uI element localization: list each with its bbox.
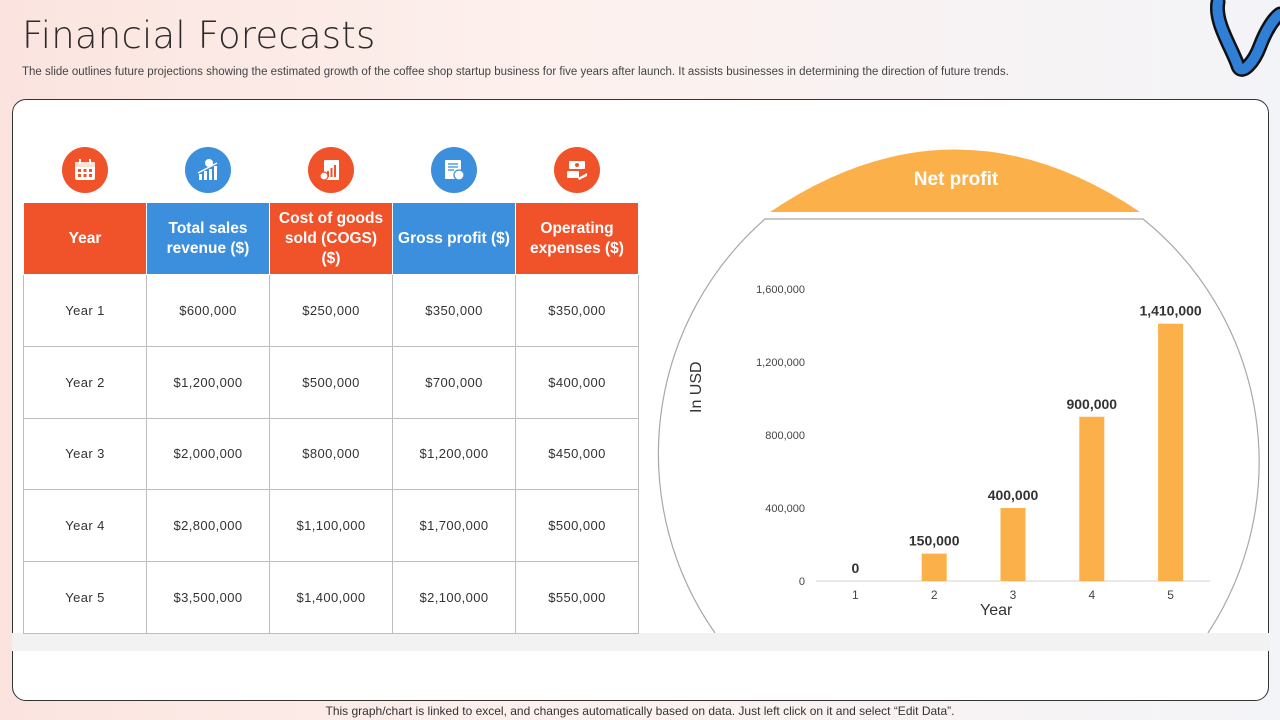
table-cell-year: Year 4 bbox=[23, 489, 147, 563]
y-tick-label: 1,200,000 bbox=[756, 357, 805, 369]
table-cell-cogs: $1,400,000 bbox=[269, 561, 393, 634]
x-tick-label: 5 bbox=[1167, 588, 1174, 602]
table-cell-gross-profit: $1,700,000 bbox=[392, 489, 516, 563]
table-cell-year: Year 3 bbox=[23, 417, 147, 491]
column-header-total-sales: Total sales revenue ($) bbox=[146, 202, 270, 275]
table-cell-sales: $1,200,000 bbox=[146, 345, 270, 419]
bar-year-3 bbox=[1000, 508, 1026, 581]
table-cell-gross-profit: $350,000 bbox=[392, 274, 516, 347]
y-tick-label: 1,600,000 bbox=[756, 284, 805, 296]
table-cell-cogs: $250,000 bbox=[269, 274, 393, 347]
bar-data-label: 400,000 bbox=[988, 487, 1039, 503]
x-tick-label: 3 bbox=[1010, 588, 1017, 602]
table-cell-sales: $600,000 bbox=[146, 274, 270, 347]
bar-data-label: 0 bbox=[852, 560, 860, 576]
table-cell-operating-expenses: $500,000 bbox=[515, 489, 639, 563]
table-cell-gross-profit: $2,100,000 bbox=[392, 561, 516, 634]
table-cell-year: Year 5 bbox=[23, 561, 147, 634]
table-cell-operating-expenses: $550,000 bbox=[515, 561, 639, 634]
table-row: Year 2 $1,200,000 $500,000 $700,000 $400… bbox=[23, 345, 639, 419]
column-header-year: Year bbox=[23, 202, 147, 275]
table-cell-operating-expenses: $400,000 bbox=[515, 345, 639, 419]
net-profit-header-arc bbox=[770, 149, 1140, 212]
column-header-cogs: Cost of goods sold (COGS) ($) bbox=[269, 202, 393, 275]
x-tick-label: 1 bbox=[852, 588, 859, 602]
expense-cash-icon bbox=[554, 147, 600, 193]
table-cell-year: Year 1 bbox=[23, 274, 147, 347]
table-row: Year 3 $2,000,000 $800,000 $1,200,000 $4… bbox=[23, 417, 639, 491]
table-header-row: Year Total sales revenue ($) Cost of goo… bbox=[23, 202, 639, 275]
footer-note: This graph/chart is linked to excel, and… bbox=[325, 704, 955, 718]
x-tick-label: 2 bbox=[931, 588, 938, 602]
bar-year-2 bbox=[921, 553, 947, 581]
bar-year-4 bbox=[1079, 416, 1105, 581]
page-subtitle: The slide outlines future projections sh… bbox=[22, 66, 1009, 78]
column-header-gross-profit: Gross profit ($) bbox=[392, 202, 516, 275]
calendar-icon bbox=[62, 147, 108, 193]
chart-circle-outline bbox=[657, 218, 1260, 633]
x-tick-label: 4 bbox=[1088, 588, 1095, 602]
x-axis-label: Year bbox=[980, 602, 1013, 619]
y-tick-label: 0 bbox=[799, 576, 805, 588]
financial-forecast-table: Year Total sales revenue ($) Cost of goo… bbox=[23, 202, 639, 634]
table-cell-cogs: $500,000 bbox=[269, 345, 393, 419]
table-cell-gross-profit: $1,200,000 bbox=[392, 417, 516, 491]
card-bottom-band bbox=[12, 633, 1269, 651]
table-cell-sales: $2,000,000 bbox=[146, 417, 270, 491]
table-cell-gross-profit: $700,000 bbox=[392, 345, 516, 419]
table-cell-cogs: $1,100,000 bbox=[269, 489, 393, 563]
cost-report-icon bbox=[308, 147, 354, 193]
chart-title: Net profit bbox=[913, 169, 999, 190]
y-tick-label: 400,000 bbox=[765, 503, 805, 515]
brand-swoosh-logo bbox=[1210, 0, 1280, 77]
bar-data-label: 900,000 bbox=[1066, 396, 1117, 412]
table-cell-sales: $2,800,000 bbox=[146, 489, 270, 563]
growth-chart-icon bbox=[185, 147, 231, 193]
table-cell-operating-expenses: $350,000 bbox=[515, 274, 639, 347]
bar-year-5 bbox=[1158, 323, 1184, 581]
table-row: Year 1 $600,000 $250,000 $350,000 $350,0… bbox=[23, 274, 639, 347]
table-row: Year 4 $2,800,000 $1,100,000 $1,700,000 … bbox=[23, 489, 639, 563]
table-cell-operating-expenses: $450,000 bbox=[515, 417, 639, 491]
table-row: Year 5 $3,500,000 $1,400,000 $2,100,000 … bbox=[23, 561, 639, 634]
page-title: Financial Forecasts bbox=[22, 14, 376, 57]
column-icons-row bbox=[23, 147, 639, 195]
net-profit-chart: 0 400,000 800,000 1,200,000 1,600,000 0 150,0… bbox=[650, 145, 1262, 633]
y-tick-label: 800,000 bbox=[765, 430, 805, 442]
y-axis-label: In USD bbox=[688, 361, 705, 413]
table-cell-year: Year 2 bbox=[23, 345, 147, 419]
profit-document-icon bbox=[431, 147, 477, 193]
table-cell-cogs: $800,000 bbox=[269, 417, 393, 491]
net-profit-chart-svg: 0 400,000 800,000 1,200,000 1,600,000 0 150,0… bbox=[657, 149, 1260, 633]
bar-data-label: 1,410,000 bbox=[1139, 303, 1201, 319]
column-header-operating-expenses: Operating expenses ($) bbox=[515, 202, 639, 275]
table-cell-sales: $3,500,000 bbox=[146, 561, 270, 634]
bar-data-label: 150,000 bbox=[909, 533, 960, 549]
